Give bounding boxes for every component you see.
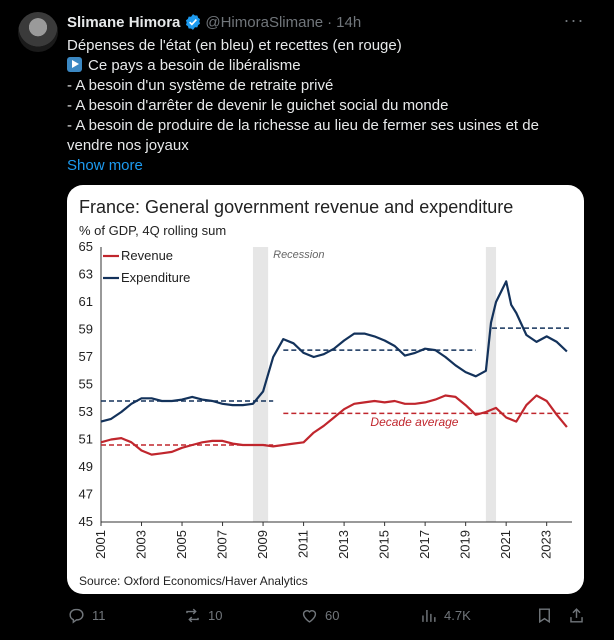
y-tick-label: 59	[79, 322, 93, 337]
x-tick-label: 2003	[134, 530, 149, 559]
x-tick-label: 2023	[539, 530, 554, 559]
tweet-actions: 11 10 60 4.7K	[67, 606, 587, 630]
chart-svg: France: General government revenue and e…	[79, 197, 572, 588]
views-button[interactable]: 4.7K	[419, 606, 471, 625]
x-tick-label: 2007	[215, 530, 230, 559]
chart-subtitle: % of GDP, 4Q rolling sum	[79, 223, 226, 238]
chart-source: Source: Oxford Economics/Haver Analytics	[79, 574, 308, 588]
x-tick-label: 2021	[498, 530, 513, 559]
display-name[interactable]: Slimane Himora	[67, 13, 181, 31]
y-tick-label: 57	[79, 349, 93, 364]
like-count: 60	[325, 608, 340, 623]
views-count: 4.7K	[444, 608, 471, 623]
bookmark-button[interactable]	[535, 606, 560, 625]
verified-badge-icon	[186, 14, 201, 30]
y-tick-label: 45	[79, 514, 93, 529]
share-button[interactable]	[567, 606, 592, 625]
y-tick-label: 61	[79, 294, 93, 309]
views-icon	[422, 609, 436, 622]
repost-button[interactable]: 10	[183, 606, 222, 625]
x-tick-label: 2015	[377, 530, 392, 559]
legend-label: Revenue	[121, 248, 173, 263]
y-tick-label: 51	[79, 432, 93, 447]
tweet-line: vendre nos joyaux	[67, 137, 189, 154]
reply-count: 11	[92, 608, 106, 623]
avatar[interactable]	[18, 12, 58, 52]
play-button-emoji-icon	[67, 57, 82, 72]
x-tick-label: 2013	[336, 530, 351, 559]
timestamp[interactable]: 14h	[336, 13, 362, 31]
series-line-expenditure	[100, 280, 568, 423]
more-options-icon[interactable]: ···	[563, 10, 585, 30]
y-tick-label: 49	[79, 459, 93, 474]
y-tick-label: 47	[79, 487, 93, 502]
tweet-line-text: Ce pays a besoin de libéralisme	[88, 57, 301, 74]
user-handle[interactable]: @HimoraSlimane	[205, 13, 324, 31]
y-tick-label: 63	[79, 267, 93, 282]
repost-count: 10	[208, 608, 223, 623]
series-line-revenue	[100, 394, 568, 456]
chart-title: France: General government revenue and e…	[79, 197, 513, 217]
x-tick-label: 2011	[296, 530, 311, 558]
x-tick-label: 2019	[458, 530, 473, 559]
decade-average-label: Decade average	[370, 415, 458, 429]
chart-image[interactable]: France: General government revenue and e…	[67, 185, 584, 594]
like-button[interactable]: 60	[300, 606, 339, 625]
separator-dot: ·	[327, 13, 333, 31]
recession-label: Recession	[273, 249, 324, 261]
tweet-line: - A besoin d'arrêter de devenir le guich…	[67, 97, 449, 114]
y-tick-label: 53	[79, 404, 93, 419]
recession-band	[485, 247, 497, 522]
repost-icon	[186, 608, 199, 623]
tweet-line: - A besoin d'un système de retraite priv…	[67, 77, 334, 94]
x-tick-label: 2001	[93, 530, 108, 559]
heart-icon	[302, 610, 317, 623]
bookmark-icon	[539, 608, 550, 624]
tweet-header: Slimane Himora @HimoraSlimane · 14h	[67, 12, 361, 32]
x-tick-label: 2005	[174, 530, 189, 559]
y-tick-label: 55	[79, 377, 93, 392]
tweet-line: Ce pays a besoin de libéralisme	[67, 56, 587, 76]
tweet-line: - A besoin de produire de la richesse au…	[67, 117, 539, 134]
reply-icon	[69, 608, 84, 624]
tweet-line: Dépenses de l'état (en bleu) et recettes…	[67, 37, 402, 54]
legend-label: Expenditure	[121, 270, 190, 285]
share-icon	[570, 608, 583, 623]
recession-band	[252, 247, 269, 522]
tweet-text: Dépenses de l'état (en bleu) et recettes…	[67, 36, 587, 176]
show-more-link[interactable]: Show more	[67, 157, 143, 174]
x-tick-label: 2017	[417, 530, 432, 559]
reply-button[interactable]: 11	[67, 606, 106, 625]
y-tick-label: 65	[79, 239, 93, 254]
x-tick-label: 2009	[255, 530, 270, 559]
